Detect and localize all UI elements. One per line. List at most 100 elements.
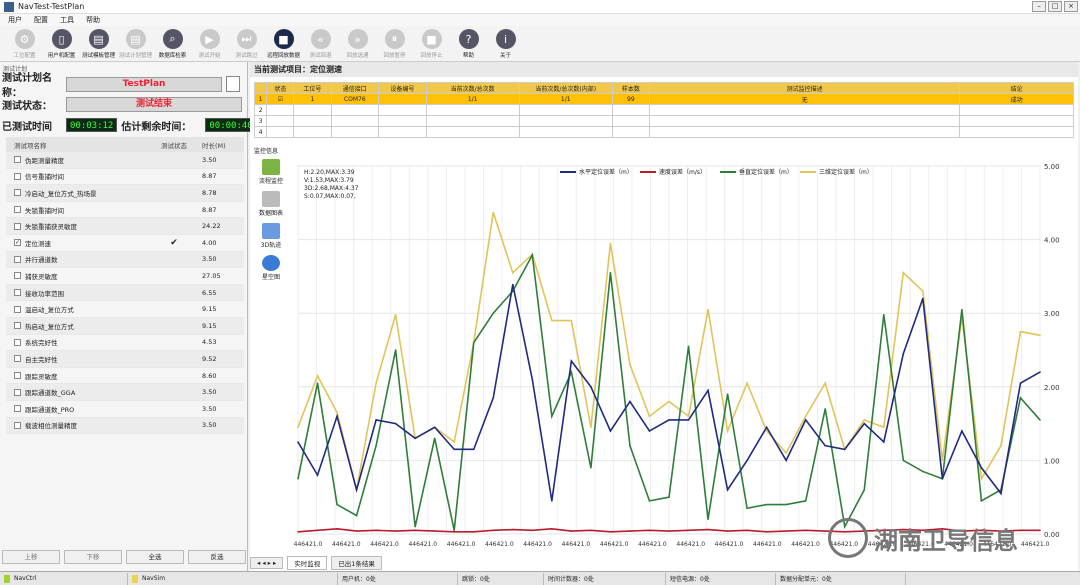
item-checkbox[interactable] [14,272,21,280]
data-point [824,408,827,410]
item-checkbox[interactable] [14,172,21,180]
table-row[interactable]: 4 [253,126,1074,138]
item-checkbox[interactable] [14,372,21,380]
table-row[interactable]: 1 ☑ 1 COM76 1/1 1/1 99 无成功 [253,93,1074,105]
select-all-button[interactable]: 全选 [126,550,184,564]
menu-help[interactable]: 帮助 [86,16,100,24]
item-name: 热启动_复位方式 [25,322,74,331]
test-item-row[interactable]: 失锁重捕时间 8.87 [6,202,244,219]
item-name: 系统完好性 [25,339,58,348]
toolbar-button-skip[interactable]: ⏭ 测试跳过 [228,26,265,61]
test-item-row[interactable]: 热启动_复位方式 9.15 [6,317,244,335]
invert-select-button[interactable]: 反选 [188,550,246,564]
tab-realtime[interactable]: 实时监视 [287,556,328,570]
close-button[interactable]: × [1064,1,1078,12]
toolbar-button-play[interactable]: ▶ 测试开始 [191,26,228,61]
test-item-row[interactable]: 信号重捕时间 8.87 [6,169,244,186]
test-item-row[interactable]: 温启动_复位方式 9.15 [6,301,244,318]
table-row[interactable]: 2 [253,104,1074,116]
toolbar-button-database-search[interactable]: ⌕ 数据库检索 [154,26,191,61]
test-item-row[interactable]: 跟踪灵敏度 8.60 [6,368,244,385]
test-item-row[interactable]: 系统完好性 4.53 [6,335,244,352]
sky-map-button[interactable]: 星空图 [254,255,288,281]
test-item-row[interactable]: 失锁重捕获灵敏度 24.22 [6,218,244,235]
menu-config[interactable]: 配置 [34,16,48,24]
data-point [375,382,377,384]
toolbar-button-stop[interactable]: ■ 回放停止 [413,26,450,61]
menu-tools[interactable]: 工具 [60,16,74,24]
move-up-button[interactable]: 上移 [2,550,60,564]
y-tick-label: 1.00 [1044,457,1060,465]
toolbar-button-forward[interactable]: » 回放选通 [339,26,376,61]
data-point [297,530,299,533]
table-row[interactable]: 3 [253,115,1074,127]
tab-results[interactable]: 已出1条结果 [331,556,382,570]
test-item-row[interactable]: 载波相位测量精度 3.50 [6,417,244,435]
test-item-row[interactable]: 接收功率范围 6.55 [6,284,244,302]
toolbar-button-info[interactable]: i 关于 [487,26,524,61]
data-point [629,363,631,366]
item-checkbox[interactable] [14,255,21,263]
x-tick-label: 446421.0 [791,541,820,548]
item-checkbox[interactable] [14,222,21,230]
x-tick-label: 446421.0 [715,541,744,548]
item-checkbox[interactable] [14,156,21,164]
item-checkbox[interactable]: ✓ [14,239,21,247]
data-point [570,530,573,532]
toolbar-button-pause[interactable]: ⏸ 回放暂停 [376,26,413,61]
item-checkbox[interactable] [14,206,21,214]
data-point [472,448,475,451]
maximize-button[interactable]: □ [1048,1,1062,12]
remain-label: 估计剩余时间： [121,121,192,133]
item-checkbox[interactable] [14,338,21,346]
toolbar-button-rewind[interactable]: « 测试回退 [302,26,339,61]
toolbar-button-gear[interactable]: ⚙ 工位配置 [6,26,43,61]
toolbar-button-help[interactable]: ? 帮助 [450,26,487,61]
toolbar-button-device[interactable]: ▯ 用户机配置 [43,26,80,61]
data-chart-button[interactable]: 数据图表 [254,191,288,217]
test-item-row[interactable]: 自主完好性 9.52 [6,351,244,368]
track-3d-button[interactable]: 3D轨迹 [254,223,288,249]
move-down-button[interactable]: 下移 [64,550,122,564]
item-checkbox[interactable] [14,305,21,313]
play-icon: ▶ [199,29,220,49]
data-point [902,459,905,462]
table-cell [425,115,520,127]
toolbar-button-template[interactable]: ▤ 测试模板管理 [80,26,117,61]
data-point [668,400,670,403]
data-point [902,271,905,274]
data-point [824,382,827,384]
tab-scroll-arrows[interactable]: ◂ ◂ ▸ ▸ [250,557,284,569]
item-checkbox[interactable] [14,355,21,363]
status-bar: NavCtrl NavSim 用户机：0处 跳锁：0处 时间计数器：0处 短信电… [0,571,1080,585]
item-duration: 3.50 [202,404,217,413]
minimize-button[interactable]: – [1032,1,1046,12]
table-cell: 99 [611,93,650,105]
data-point [551,528,553,530]
item-name: 跟踪通道数_PRO [25,405,75,414]
flow-monitor-button[interactable]: 流程监控 [254,159,288,185]
toolbar-button-plan[interactable]: ▤ 测试计划管理 [117,26,154,61]
menu-user[interactable]: 用户 [8,16,22,24]
test-status-field: 测试结束 [66,96,242,112]
test-item-row[interactable]: ✓ 定位测速 ✔ 4.00 [6,235,244,252]
table-cell: 1/1 [518,93,613,105]
item-checkbox[interactable] [14,322,21,330]
toolbar-button-remote-replay[interactable]: ■ 远程回放数据 [265,26,302,61]
test-item-row[interactable]: 冷启动_复位方式_热场景 8.78 [6,185,244,202]
data-point [394,530,397,532]
forward-icon: » [347,29,368,49]
test-item-row[interactable]: 跟踪通道数_PRO 3.50 [6,401,244,418]
item-checkbox[interactable] [14,189,21,197]
data-point [433,437,436,440]
test-item-row[interactable]: 捕获灵敏度 27.05 [6,268,244,285]
test-item-row[interactable]: 并行通道数 3.50 [6,251,244,269]
item-checkbox[interactable] [14,289,21,297]
document-icon[interactable] [226,76,240,92]
item-checkbox[interactable] [14,405,21,413]
item-checkbox[interactable] [14,388,21,396]
data-point [375,444,377,447]
test-item-row[interactable]: 伪距测量精度 3.50 [6,152,244,169]
item-checkbox[interactable] [14,421,21,429]
test-item-row[interactable]: 跟踪通道数_GGA 3.50 [6,384,244,401]
